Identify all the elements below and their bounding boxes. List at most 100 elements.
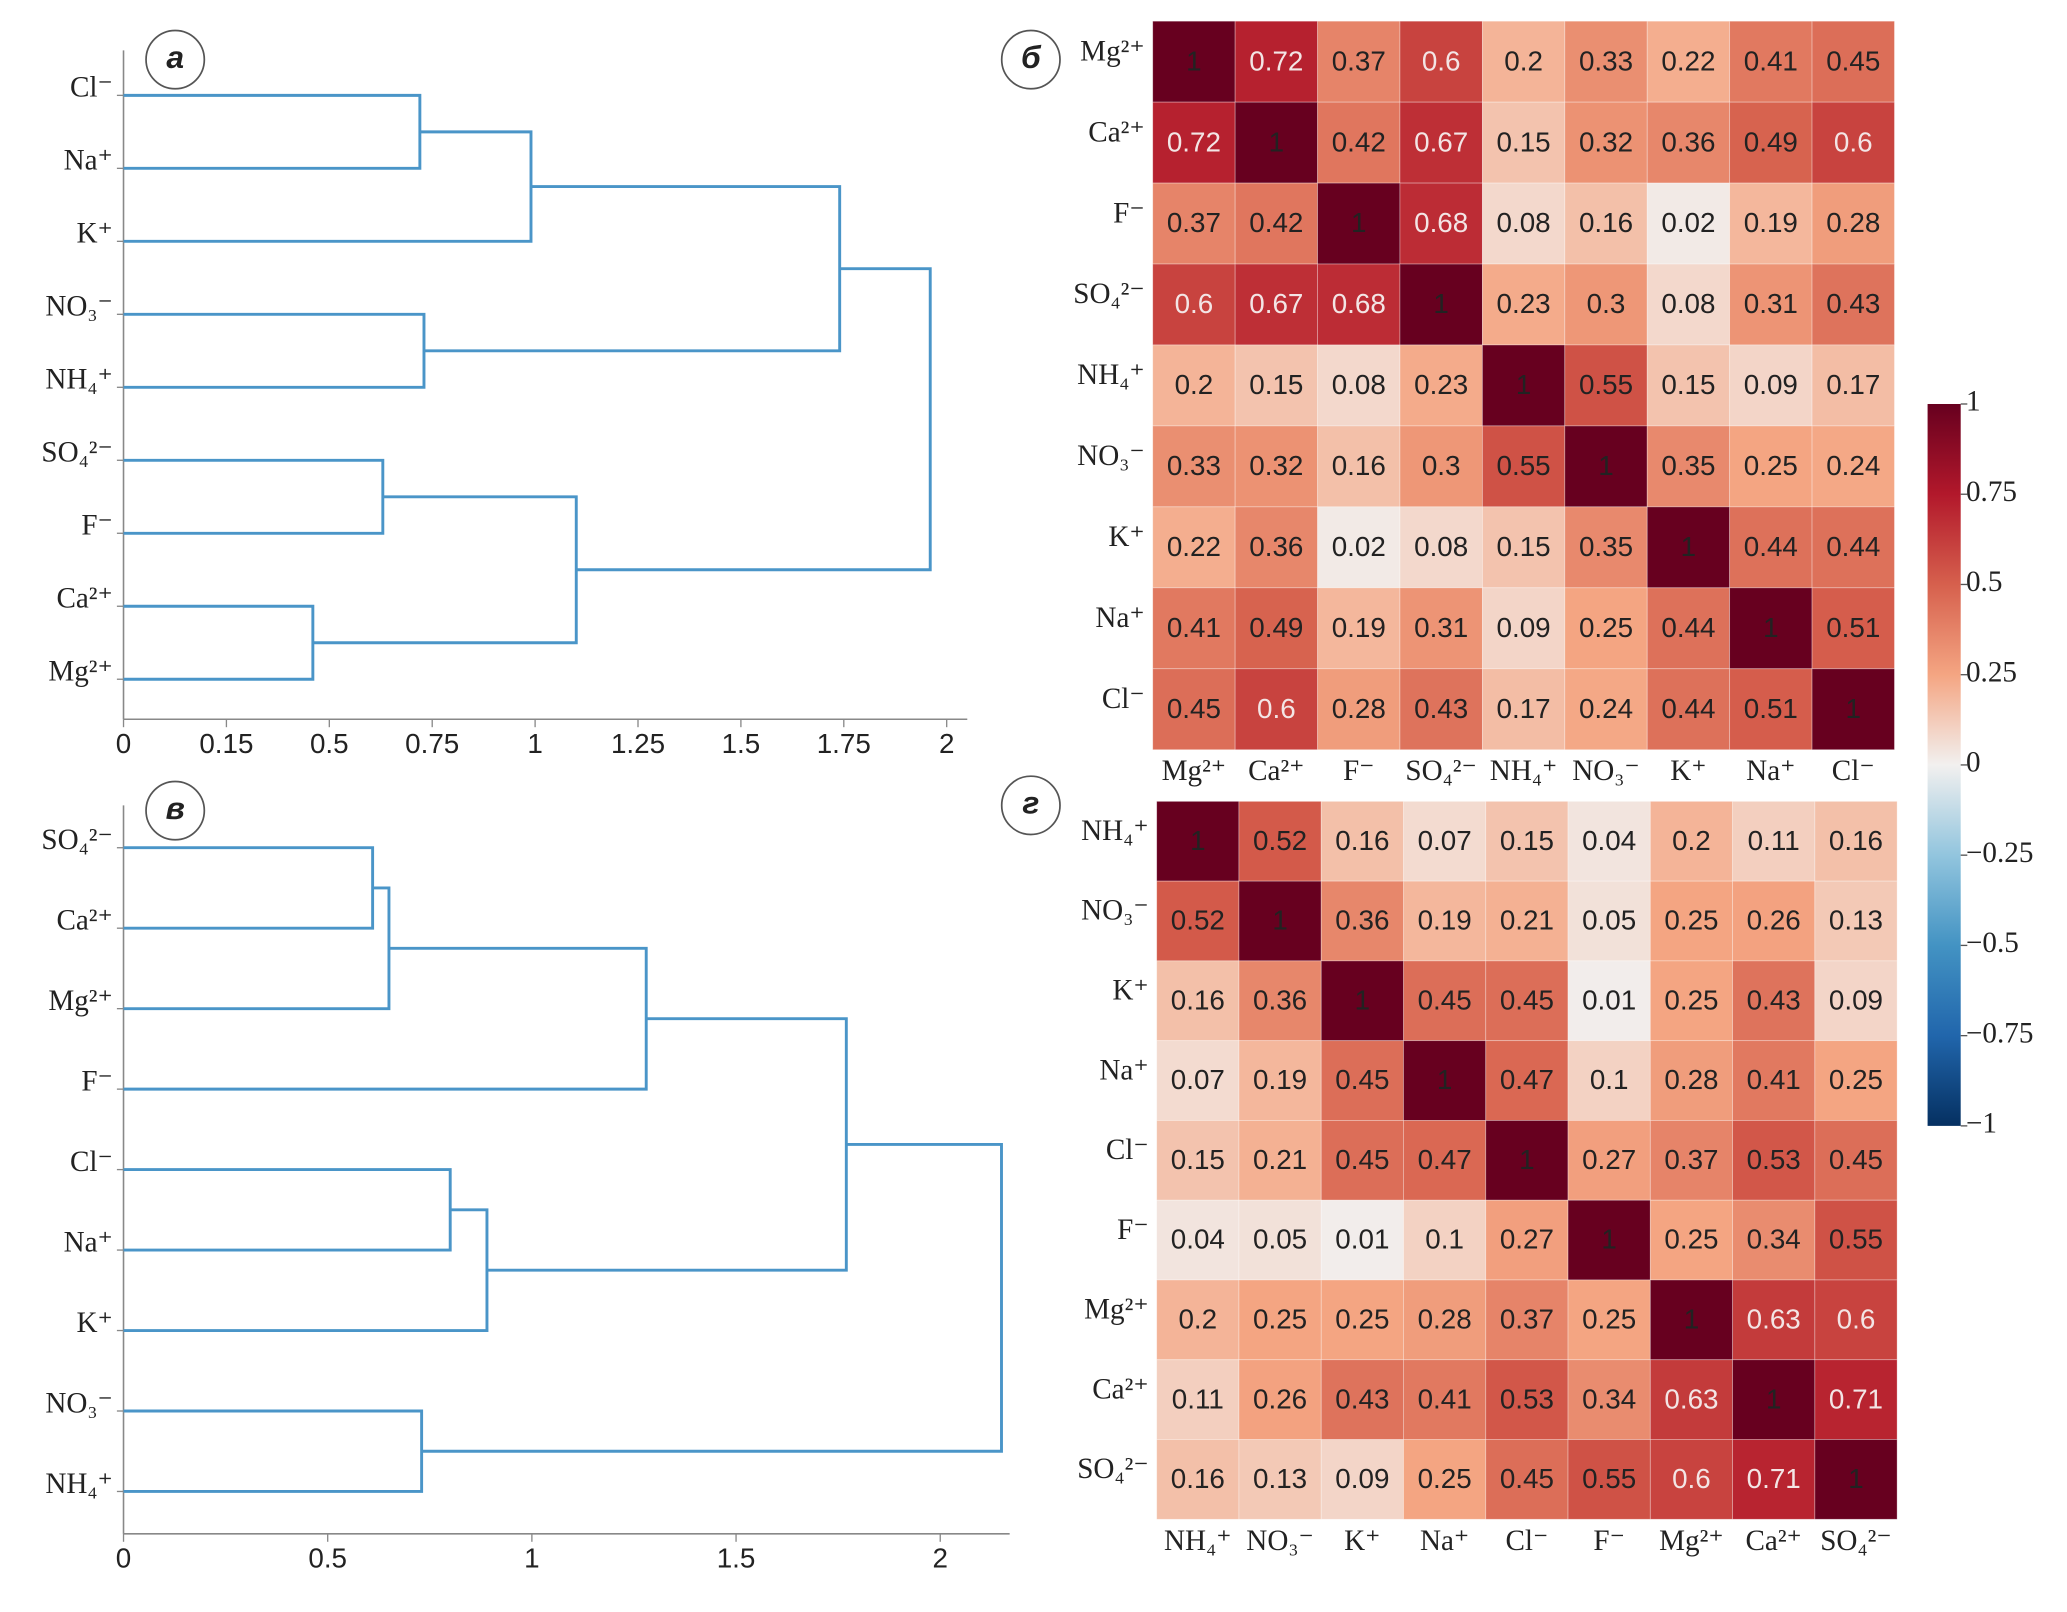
cell-label: 0.63 <box>1664 1383 1718 1414</box>
cell-label: 0.27 <box>1582 1144 1636 1175</box>
column-label: Ca²⁺ <box>1248 755 1304 787</box>
dendrogram-link <box>312 495 578 645</box>
column-label: F⁻ <box>1343 755 1375 787</box>
heatmap-cell <box>1320 800 1404 882</box>
heatmap-cell <box>1811 425 1895 508</box>
heatmap-cell <box>1564 587 1648 670</box>
cell-label: 0.36 <box>1249 531 1303 562</box>
cell-label: 0.01 <box>1582 984 1636 1015</box>
panel-badge <box>145 780 206 841</box>
dendrogram-link <box>123 604 315 681</box>
row-label: K⁺ <box>1112 975 1148 1007</box>
cell-label: 1 <box>1681 531 1696 562</box>
cell-label: 0.15 <box>1497 531 1551 562</box>
panel-heatmap: 1 0.52 0.16 0.07 0.15 0.04 0.2 0.11 0.160.52 1 0.3… <box>1000 775 1898 1557</box>
row-label: K⁺ <box>1108 521 1144 553</box>
cell-label: 0.01 <box>1335 1224 1389 1255</box>
heatmap-cell <box>1732 1040 1816 1121</box>
colorbar-tick-label: −0.5 <box>1966 927 2019 959</box>
heatmap-cell <box>1729 20 1813 103</box>
cell-label: 0.67 <box>1249 288 1303 319</box>
cell-label: 0.35 <box>1661 450 1715 481</box>
heatmap-cell <box>1403 1279 1487 1361</box>
x-tick-label: 1.25 <box>611 728 665 759</box>
heatmap-cell <box>1403 960 1487 1042</box>
cell-label: 0.23 <box>1414 369 1468 400</box>
heatmap-cell <box>1811 101 1895 184</box>
heatmap-cell <box>1481 263 1566 346</box>
cell-label: 0.22 <box>1167 531 1221 562</box>
heatmap-cell <box>1403 1199 1487 1281</box>
dendrogram-link <box>576 267 932 572</box>
cell-label: 0.37 <box>1500 1304 1554 1335</box>
cell-label: 0.25 <box>1744 450 1798 481</box>
cell-label: 0.41 <box>1747 1064 1801 1095</box>
colorbar: 1 0.75 0.5 0.25 0 −0.25 −0.5 −0.75 −1 <box>1927 386 2033 1140</box>
cell-label: 0.3 <box>1587 288 1626 319</box>
cell-label: 0.72 <box>1249 45 1303 76</box>
heatmap-cell <box>1238 1439 1322 1520</box>
heatmap-cell <box>1152 668 1236 751</box>
heatmap-cell <box>1152 182 1236 265</box>
row-label: Mg²⁺ <box>1084 1294 1149 1326</box>
column-label: Cl⁻ <box>1832 755 1875 787</box>
heatmap-cell <box>1403 1120 1487 1201</box>
cell-label: 0.43 <box>1747 984 1801 1015</box>
heatmap-cell <box>1564 263 1648 346</box>
cell-label: 0.2 <box>1178 1304 1217 1335</box>
heatmap-cell <box>1399 101 1483 184</box>
column-label: SO₄²⁻ <box>1405 755 1477 787</box>
cell-label: 0.2 <box>1672 825 1711 856</box>
heatmap-cell <box>1234 101 1318 184</box>
heatmap-cell <box>1646 425 1731 508</box>
heatmap-cell <box>1732 1439 1816 1520</box>
heatmap-cell <box>1152 506 1236 589</box>
heatmap-cell <box>1481 344 1566 427</box>
cell-label: 0.16 <box>1335 825 1389 856</box>
x-tick-label: 0.75 <box>405 728 459 759</box>
cell-label: 0.1 <box>1425 1224 1464 1255</box>
row-label: Mg²⁺ <box>1080 35 1145 67</box>
heatmap-cell <box>1564 101 1648 184</box>
heatmap-cell <box>1564 182 1648 265</box>
heatmap-cell <box>1649 880 1733 962</box>
cell-label: 0.45 <box>1167 693 1221 724</box>
heatmap-cell <box>1317 101 1401 184</box>
heatmap-cell <box>1317 344 1401 427</box>
heatmap-cell <box>1317 182 1401 265</box>
cell-label: 0.44 <box>1744 531 1798 562</box>
cell-label: 1 <box>1684 1304 1699 1335</box>
cell-label: 0.13 <box>1829 905 1883 936</box>
heatmap-cell <box>1814 1040 1898 1121</box>
x-tick-label: 0.5 <box>310 728 349 759</box>
heatmap-cell <box>1399 263 1483 346</box>
cell-label: 1 <box>1437 1064 1452 1095</box>
cell-label: 0.6 <box>1422 45 1461 76</box>
heatmap-cell <box>1320 1439 1404 1520</box>
cell-label: 0.6 <box>1257 693 1296 724</box>
cell-label: 0.45 <box>1335 1144 1389 1175</box>
colorbar-tick-label: −1 <box>1966 1108 1997 1140</box>
cell-label: 0.33 <box>1167 450 1221 481</box>
heatmap-cell <box>1485 1120 1569 1201</box>
column-label: NH₄⁺ <box>1490 755 1558 787</box>
heatmap-cell <box>1152 101 1236 184</box>
heatmap-cell <box>1814 960 1898 1042</box>
heatmap-cell <box>1732 880 1816 962</box>
cell-label: 0.45 <box>1500 984 1554 1015</box>
cell-label: 0.32 <box>1249 450 1303 481</box>
row-label: NH₄⁺ <box>1077 359 1145 391</box>
heatmap-cell <box>1317 20 1401 103</box>
heatmap-cell <box>1403 1359 1487 1440</box>
heatmap-cell <box>1485 1279 1569 1361</box>
cell-label: 1 <box>1272 905 1287 936</box>
cell-label: 0.16 <box>1171 984 1225 1015</box>
heatmap-cell <box>1320 1040 1404 1121</box>
cell-label: 1 <box>1355 984 1370 1015</box>
leaf-label: Ca²⁺ <box>56 583 112 615</box>
cell-label: 0.44 <box>1826 531 1880 562</box>
heatmap-cell <box>1649 1120 1733 1201</box>
heatmap-cell <box>1567 1040 1651 1121</box>
cell-label: 0.47 <box>1418 1144 1472 1175</box>
cell-label: 1 <box>1763 612 1778 643</box>
